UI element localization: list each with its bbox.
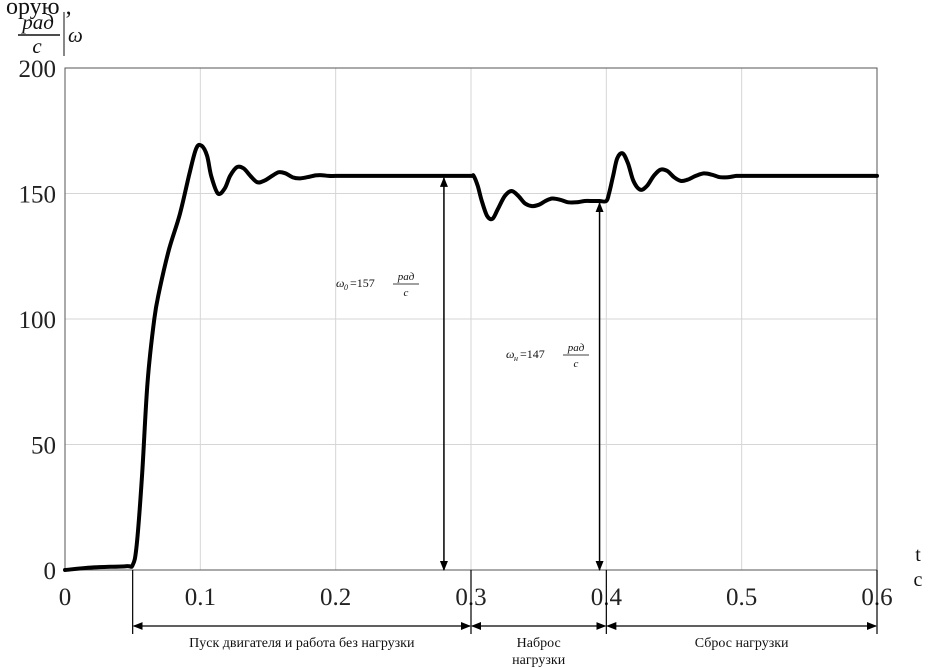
x-axis-label: t	[915, 544, 921, 566]
phase-markers: Пуск двигателя и работа без нагрузки Набр…	[132, 570, 878, 668]
y-tick-label: 200	[19, 56, 57, 83]
y-unit-numerator: рад	[20, 10, 54, 34]
annotation-label: ω н =147 рад c	[506, 342, 589, 370]
y-axis-unit: рад c ω	[18, 10, 83, 58]
y-tick-label: 0	[44, 558, 57, 585]
top-cut-text: орую ,	[6, 0, 72, 20]
annotation-value: =147	[520, 347, 545, 361]
annotation-symbol: ω	[336, 276, 344, 290]
annotation-unit-numerator: рад	[567, 342, 585, 354]
x-tick-label: 0.5	[726, 584, 757, 611]
y-tick-label: 150	[19, 182, 57, 209]
annotation-unit-numerator: рад	[397, 271, 415, 283]
annotation-value: =157	[350, 276, 375, 290]
phase-label-line2: нагрузки	[512, 653, 566, 668]
annotation-unit-denominator: c	[574, 358, 579, 370]
series-line	[63, 142, 879, 572]
x-tick-label: 0	[59, 584, 72, 611]
annotation-subscript: 0	[344, 283, 348, 292]
annotation-unit-denominator: c	[404, 287, 409, 299]
x-tick-label: 0.1	[185, 584, 216, 611]
grid	[65, 68, 877, 570]
annotation-symbol: ω	[506, 347, 514, 361]
phase-label: Пуск двигателя и работа без нагрузки	[189, 636, 415, 651]
x-axis-unit: c	[914, 569, 923, 591]
phase-label-line1: Наброс	[517, 636, 561, 651]
y-tick-label: 50	[31, 433, 56, 460]
annotation-subscript: н	[514, 354, 518, 363]
x-tick-label: 0.2	[320, 584, 351, 611]
y-axis-label: ω	[68, 23, 83, 47]
phase-label: Сброс нагрузки	[695, 636, 789, 651]
annotation-label: ω 0 =157 рад c	[336, 271, 419, 299]
series-layer	[63, 142, 879, 572]
y-unit-denominator: c	[32, 34, 42, 58]
y-tick-label: 100	[19, 307, 57, 334]
